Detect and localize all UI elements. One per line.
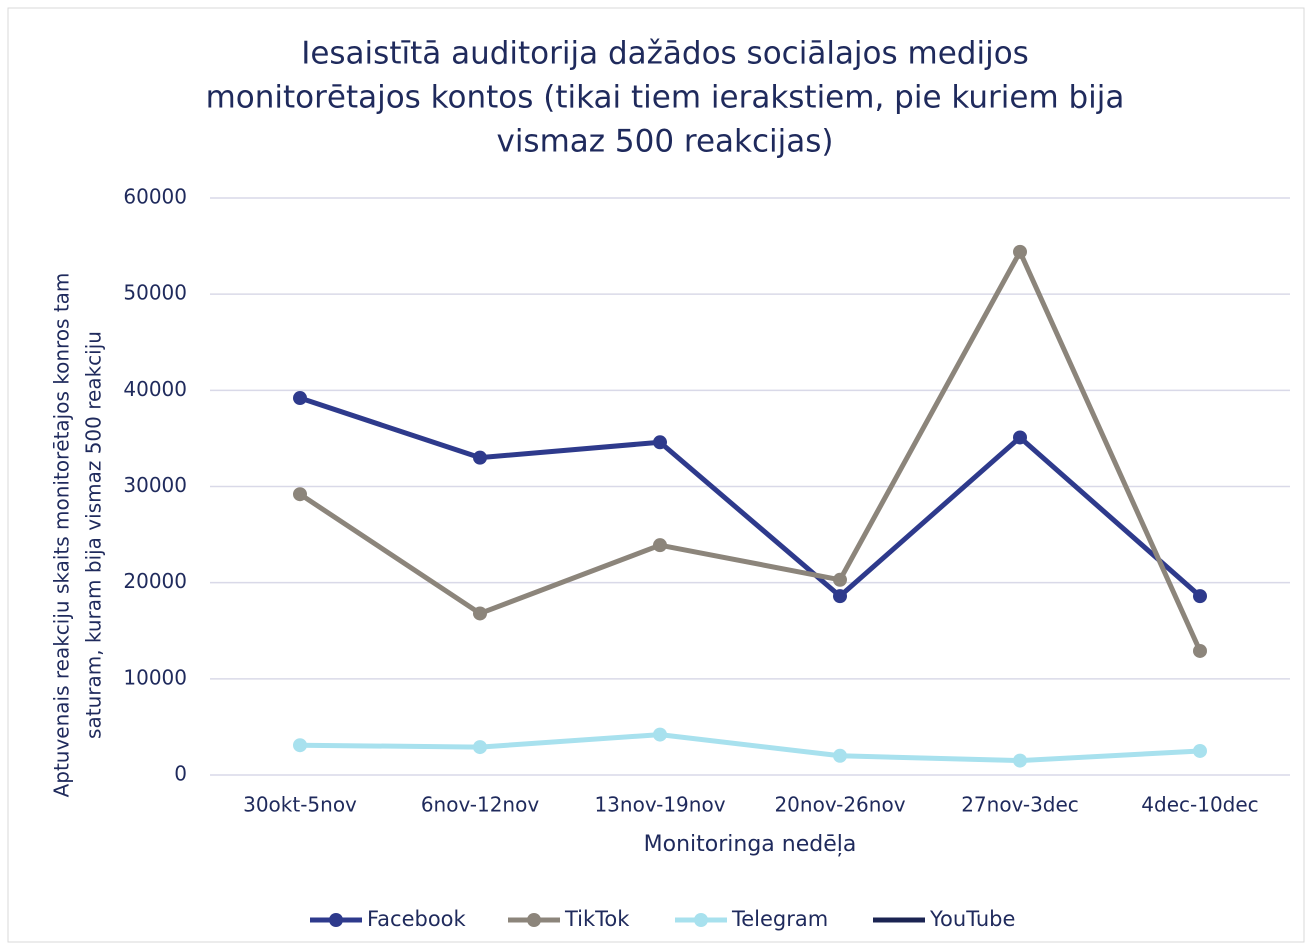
chart-title: Iesaistītā auditorija dažādos sociālajos… — [301, 36, 1029, 72]
x-tick-label: 20nov-26nov — [774, 793, 905, 817]
data-point — [1193, 589, 1207, 604]
data-point — [473, 740, 487, 755]
x-tick-label: 6nov-12nov — [421, 793, 540, 817]
data-point — [1193, 643, 1207, 658]
series-line — [298, 249, 1203, 652]
chart-title: monitorētajos kontos (tikai tiem ierakst… — [206, 80, 1125, 116]
x-tick-label: 4dec-10dec — [1141, 793, 1258, 817]
data-point — [1013, 430, 1027, 445]
series-line — [299, 732, 1201, 764]
y-tick-label: 40000 — [123, 377, 187, 401]
x-tick-label: 30okt-5nov — [243, 793, 357, 817]
series-line — [299, 395, 1202, 599]
legend-label: TikTok — [564, 907, 630, 931]
y-tick-label: 60000 — [123, 185, 187, 209]
legend-marker — [329, 913, 343, 927]
data-point — [1193, 743, 1207, 758]
x-tick-label: 13nov-19nov — [594, 793, 725, 817]
y-tick-label: 50000 — [123, 281, 187, 305]
legend-marker — [527, 913, 541, 927]
y-axis-title: Aptuvenais reakciju skaits monitorētajos… — [50, 273, 74, 798]
y-tick-label: 0 — [174, 762, 187, 786]
legend-label: Telegram — [731, 907, 828, 931]
y-axis-title: saturam, kuram bija vismaz 500 reakciju — [82, 331, 106, 739]
data-point — [653, 435, 667, 450]
data-point — [473, 606, 487, 621]
chart-border — [7, 7, 1305, 943]
y-tick-label: 20000 — [123, 569, 187, 593]
data-point — [473, 450, 487, 465]
data-point — [293, 487, 307, 502]
legend-label: Facebook — [367, 907, 467, 931]
data-point — [1013, 753, 1027, 768]
data-point — [293, 391, 307, 406]
x-tick-label: 27nov-3dec — [961, 793, 1079, 817]
legend-label: YouTube — [929, 907, 1015, 931]
data-point — [833, 572, 847, 587]
legend-marker — [694, 913, 708, 927]
chart-title: vismaz 500 reakcijas) — [496, 124, 833, 160]
data-point — [293, 738, 307, 753]
y-tick-label: 10000 — [123, 665, 187, 689]
data-point — [653, 727, 667, 742]
y-tick-label: 30000 — [123, 473, 187, 497]
x-axis-title: Monitoringa nedēļa — [644, 832, 857, 857]
data-point — [653, 538, 667, 553]
data-point — [1013, 244, 1027, 259]
data-point — [833, 589, 847, 604]
data-point — [833, 748, 847, 763]
